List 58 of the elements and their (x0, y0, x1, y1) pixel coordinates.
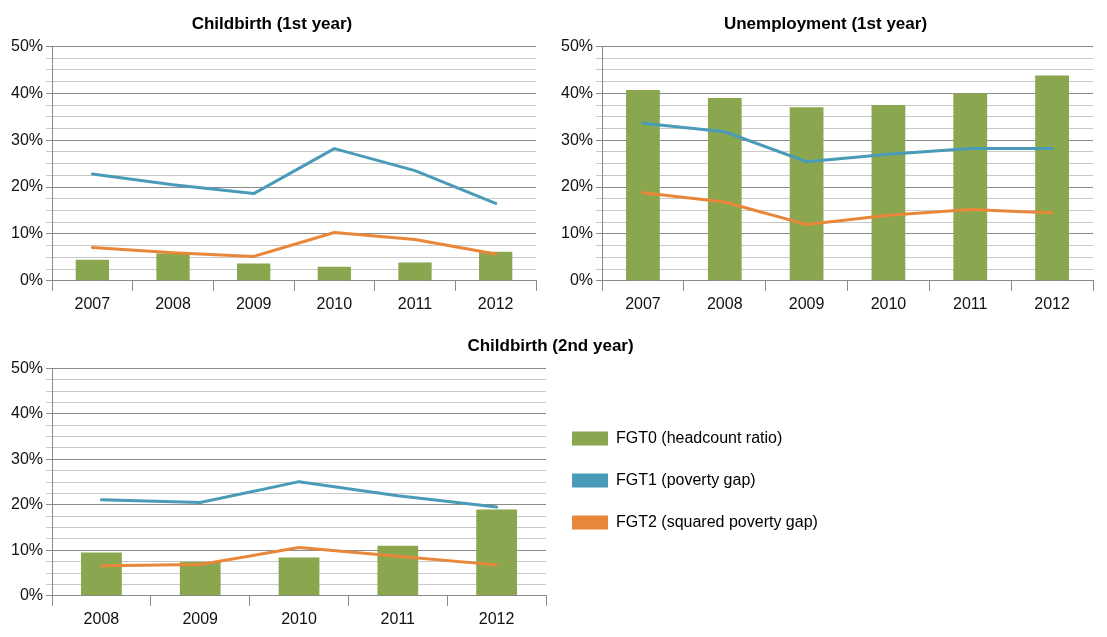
x-tick-label: 2010 (316, 294, 353, 312)
bar (1035, 75, 1069, 281)
x-tick-label: 2007 (74, 294, 111, 312)
legend-label: FGT2 (squared poverty gap) (616, 512, 818, 530)
y-tick-label: 40% (10, 404, 44, 422)
x-tick-label: 2010 (281, 609, 317, 627)
x-tick-label: 2012 (478, 609, 515, 627)
y-tick-label: 30% (560, 130, 594, 148)
x-tick-label: 2011 (953, 294, 988, 312)
bar (81, 552, 122, 596)
x-tick-label: 2008 (83, 609, 120, 627)
y-tick-label: 10% (560, 224, 594, 242)
bar (317, 266, 351, 281)
legend-label: FGT1 (poverty gap) (616, 470, 756, 488)
x-tick-label: 2012 (477, 294, 514, 312)
y-tick-label: 40% (560, 83, 594, 101)
x-tick-label: 2009 (788, 294, 825, 312)
y-tick-label: 20% (10, 495, 44, 513)
chart-title: Childbirth (2nd year) (467, 335, 634, 355)
x-tick-label: 2011 (380, 609, 416, 627)
y-tick-label: 10% (10, 540, 44, 558)
y-tick-label: 0% (19, 586, 44, 604)
bar (476, 509, 517, 596)
bar (237, 263, 271, 281)
x-tick-label: 2008 (706, 294, 743, 312)
bar (626, 90, 660, 281)
y-tick-label: 40% (10, 83, 44, 101)
bar (75, 259, 109, 281)
y-tick-label: 20% (560, 177, 594, 195)
chart-title: Childbirth (1st year) (191, 13, 353, 33)
x-tick-label: 2011 (397, 294, 433, 312)
bar (377, 545, 419, 596)
chart-title: Unemployment (1st year) (723, 13, 928, 33)
bar (871, 105, 906, 281)
y-tick-label: 50% (560, 36, 594, 54)
x-tick-label: 2012 (1034, 294, 1070, 312)
bar (156, 253, 190, 281)
bar (179, 561, 221, 596)
x-tick-label: 2009 (182, 609, 219, 627)
x-tick-label: 2009 (235, 294, 272, 312)
y-tick-label: 20% (10, 177, 44, 195)
x-tick-label: 2008 (155, 294, 191, 312)
bar (953, 93, 988, 281)
y-tick-label: 50% (10, 36, 44, 54)
y-tick-label: 10% (10, 224, 44, 242)
y-tick-label: 0% (569, 271, 594, 289)
bar (398, 262, 432, 281)
bar (278, 557, 320, 596)
bar (789, 107, 824, 281)
bar (479, 251, 513, 281)
bar (707, 97, 742, 281)
x-tick-label: 2010 (870, 294, 907, 312)
y-tick-label: 0% (19, 271, 44, 289)
y-tick-label: 50% (10, 358, 44, 376)
y-tick-label: 30% (10, 130, 44, 148)
legend-label: FGT0 (headcount ratio) (616, 428, 783, 446)
x-tick-label: 2007 (625, 294, 661, 312)
y-tick-label: 30% (10, 449, 44, 467)
